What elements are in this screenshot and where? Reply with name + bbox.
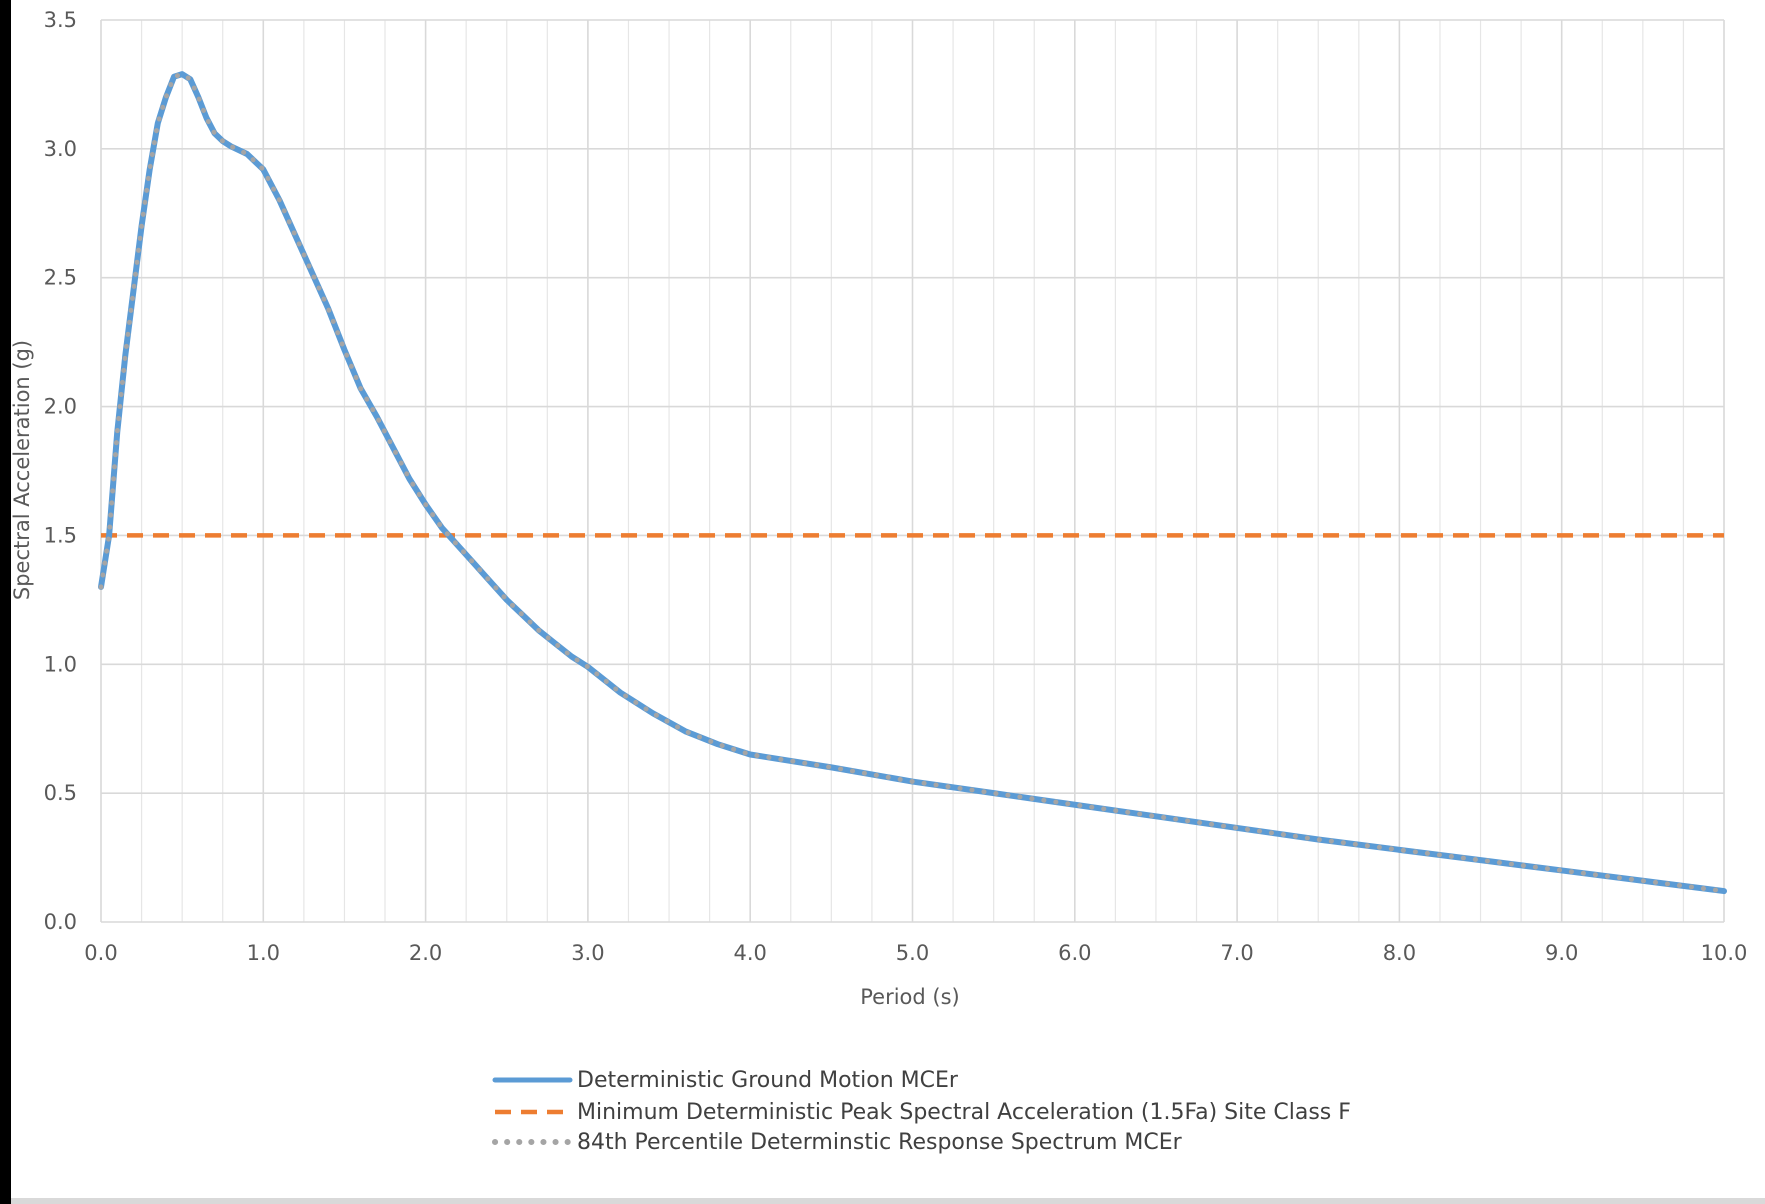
x-tick-label: 0.0 (84, 941, 117, 965)
series-layer (98, 71, 1727, 895)
x-tick-label: 5.0 (896, 941, 929, 965)
x-tick-label: 2.0 (409, 941, 442, 965)
x-tick-label: 6.0 (1058, 941, 1091, 965)
x-tick-label: 3.0 (571, 941, 604, 965)
y-tick-label: 3.0 (44, 137, 77, 161)
x-tick-label: 8.0 (1383, 941, 1416, 965)
legend-item-minimum-deterministic-label: Minimum Deterministic Peak Spectral Acce… (577, 1100, 1351, 1125)
x-axis-tick-labels: 0.0 1.0 2.0 3.0 4.0 5.0 6.0 7.0 8.0 9.0 10.0 (84, 941, 1747, 965)
legend: Deterministic Ground Motion MCEr Minimum … (492, 1068, 1351, 1155)
y-tick-label: 1.5 (44, 523, 77, 547)
x-tick-label: 1.0 (247, 941, 280, 965)
x-tick-label: 4.0 (733, 941, 766, 965)
y-tick-label: 3.5 (44, 8, 77, 32)
y-tick-label: 0.5 (44, 781, 77, 805)
y-tick-label: 1.0 (44, 652, 77, 676)
x-axis-title: Period (s) (860, 985, 959, 1009)
bottom-frame-border (11, 1198, 1765, 1204)
minor-gridlines (140, 20, 1685, 922)
x-tick-label: 7.0 (1220, 941, 1253, 965)
y-tick-label: 2.0 (44, 395, 77, 419)
series-line-84th-percentile (98, 71, 1727, 894)
y-axis-tick-labels: 0.0 0.5 1.0 1.5 2.0 2.5 3.0 3.5 (44, 8, 77, 934)
y-tick-label: 0.0 (44, 910, 77, 934)
left-frame-border (0, 0, 11, 1204)
x-tick-label: 9.0 (1545, 941, 1578, 965)
legend-item-deterministic-label: Deterministic Ground Motion MCEr (577, 1068, 959, 1093)
legend-item-84th-percentile-label: 84th Percentile Determinstic Response Sp… (577, 1130, 1183, 1155)
y-axis-title: Spectral Acceleration (g) (10, 340, 34, 600)
x-tick-label: 10.0 (1701, 941, 1748, 965)
y-tick-label: 2.5 (44, 266, 77, 290)
